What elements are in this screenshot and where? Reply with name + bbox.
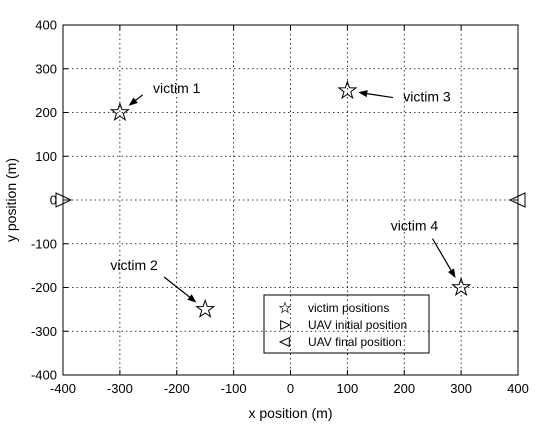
x-tick-label: 300: [450, 381, 472, 396]
y-tick-label: -100: [31, 236, 57, 251]
victim-arrow-4: [431, 238, 453, 272]
victim-arrow-3: [366, 92, 394, 99]
x-tick-label: -100: [221, 381, 247, 396]
victim-label-1: victim 1: [153, 80, 201, 96]
legend-label: UAV initial position: [308, 318, 407, 332]
annotations: victim 1 victim 2 victim 3 victim 4: [110, 80, 456, 303]
legend-marker: [279, 302, 291, 313]
victim-arrow-1: [134, 94, 144, 102]
y-tick-label: -300: [31, 324, 57, 339]
y-tick-label: 400: [35, 18, 57, 33]
y-tick-label: 100: [35, 149, 57, 164]
y-tick-label: -200: [31, 280, 57, 295]
victim-label-4: victim 4: [391, 218, 439, 234]
victim-label-2: victim 2: [110, 257, 158, 273]
victim-arrow-2: [163, 276, 191, 299]
x-axis-label: x position (m): [248, 405, 332, 421]
legend-marker: [278, 336, 290, 348]
grid: [63, 25, 518, 375]
y-tick-label: 200: [35, 105, 57, 120]
y-tick-label: 0: [50, 193, 57, 208]
x-tick-label: 200: [393, 381, 415, 396]
y-tick-label: -400: [31, 368, 57, 383]
victim-arrowhead-3: [358, 90, 368, 98]
victim-point: [196, 299, 215, 318]
x-tick-label: -400: [50, 381, 76, 396]
legend: victim positions UAV initial position UAV …: [263, 294, 430, 354]
x-tick-label: 400: [507, 381, 529, 396]
victim-label-3: victim 3: [403, 89, 451, 105]
legend-box: [263, 294, 430, 354]
x-tick-label: 0: [287, 381, 294, 396]
x-tick-label: -200: [164, 381, 190, 396]
victim-arrowhead-4: [447, 268, 456, 279]
x-tick-label: -300: [107, 381, 133, 396]
legend-label: victim positions: [308, 301, 389, 315]
victim-arrowhead-2: [187, 294, 197, 303]
plot-frame: [62, 24, 519, 376]
data-markers: [55, 81, 526, 318]
y-axis-label: y position (m): [3, 158, 19, 242]
victim-arrowhead-1: [128, 97, 138, 106]
x-tick-label: 100: [337, 381, 359, 396]
y-tick-label: 300: [35, 61, 57, 76]
legend-marker: [280, 319, 292, 331]
tick-labels: -400 -300 -200 -100 0 100 200 300 400 -400 -300 -20…: [31, 18, 529, 397]
legend-label: UAV final position: [308, 335, 402, 349]
